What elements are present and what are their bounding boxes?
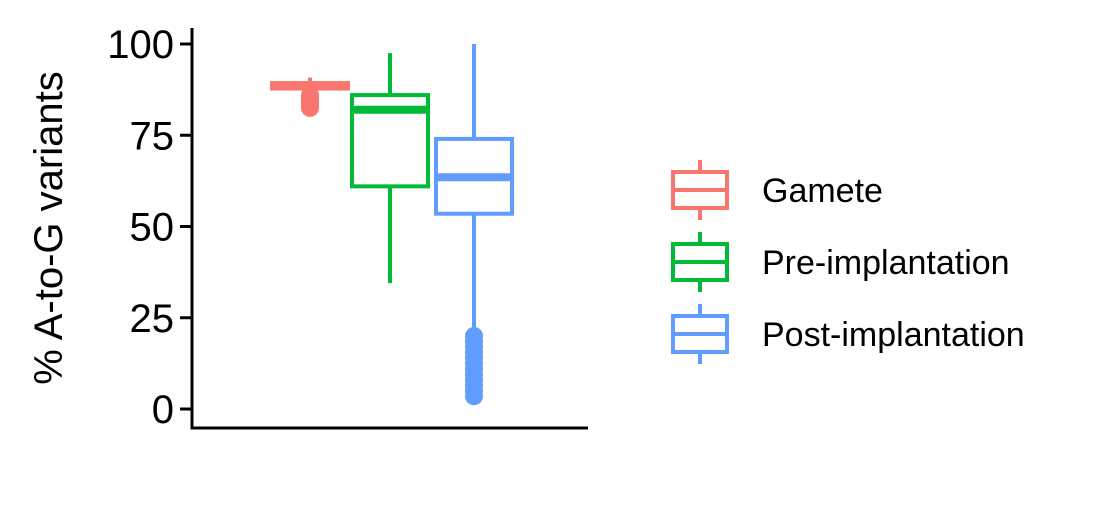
legend-label: Pre-implantation — [762, 244, 1010, 282]
legend-key — [671, 232, 729, 292]
y-tick-label: 25 — [130, 297, 175, 341]
box-group — [434, 44, 514, 406]
y-tick-label: 50 — [130, 206, 175, 250]
y-axis-ticks: 0 25 50 75 100 — [107, 23, 192, 432]
legend-label: Gamete — [762, 172, 883, 210]
y-tick-label: 100 — [107, 23, 174, 67]
legend: Gamete Pre-implantation Post-implantation — [671, 160, 1025, 364]
y-tick-label: 75 — [130, 114, 175, 158]
box-group — [270, 77, 350, 117]
axes: 0 25 50 75 100 % A-to-G variants — [27, 23, 588, 432]
y-tick-label: 0 — [152, 388, 174, 432]
box-group — [350, 53, 430, 284]
y-axis-title: % A-to-G variants — [27, 71, 71, 384]
legend-label: Post-implantation — [762, 316, 1025, 354]
plot-area — [270, 44, 514, 406]
outlier-point — [465, 327, 483, 345]
legend-key — [671, 304, 729, 364]
legend-key — [671, 160, 729, 220]
outlier-point — [301, 86, 319, 105]
